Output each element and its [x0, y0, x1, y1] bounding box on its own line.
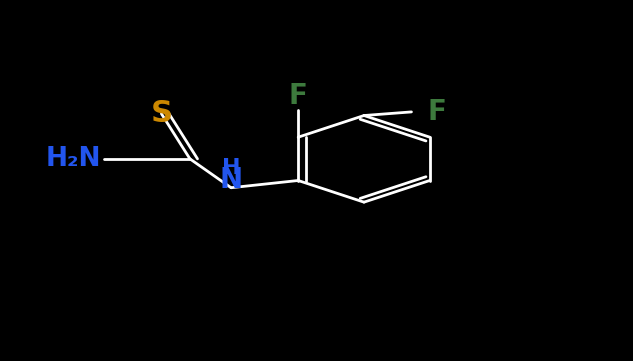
Text: F: F	[427, 98, 446, 126]
Text: H₂N: H₂N	[46, 146, 101, 172]
Text: F: F	[289, 82, 308, 110]
Text: H: H	[222, 158, 241, 178]
Text: S: S	[151, 99, 172, 128]
Text: N: N	[220, 166, 242, 195]
